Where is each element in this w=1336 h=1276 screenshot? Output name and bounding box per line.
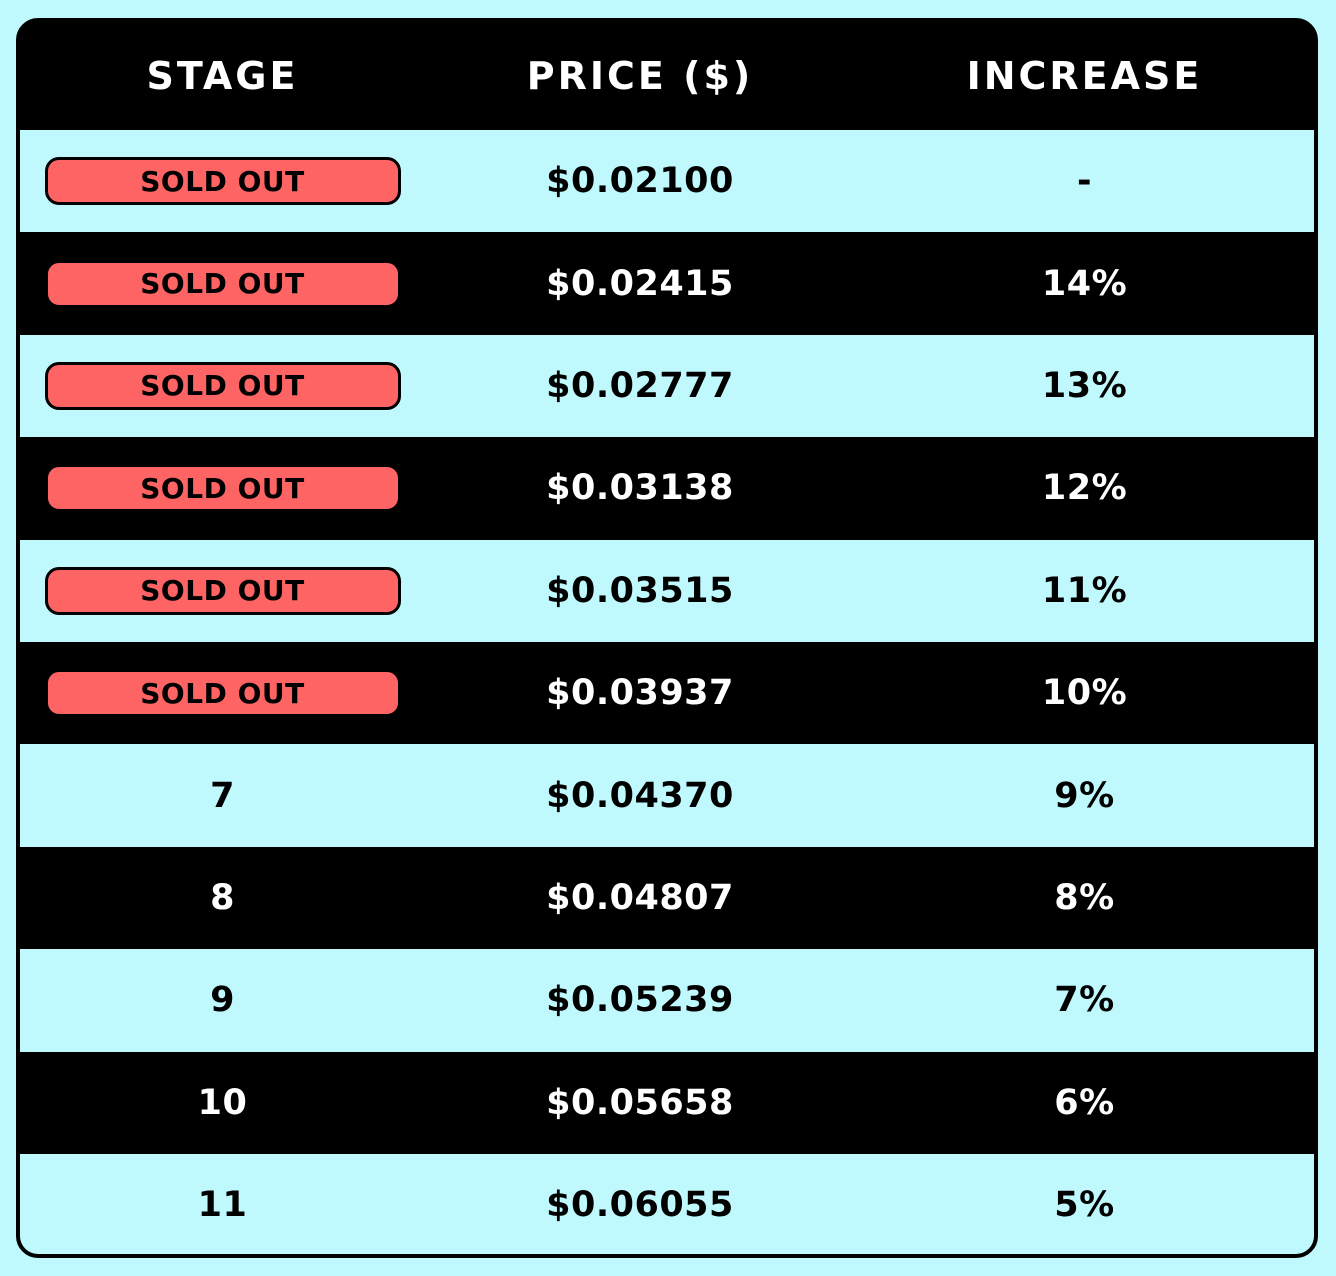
table-row: SOLD OUT $0.02777 13% (20, 334, 1314, 438)
stage-cell: 8 (210, 877, 235, 918)
increase-cell: 14% (1041, 263, 1128, 304)
sold-out-badge: SOLD OUT (44, 361, 401, 410)
stage-cell: SOLD OUT (20, 157, 425, 206)
price-cell: $0.05658 (546, 1082, 734, 1123)
table-row: 7 $0.04370 9% (20, 744, 1314, 847)
table-row: 10 $0.05658 6% (20, 1051, 1314, 1154)
price-cell: $0.02415 (546, 263, 734, 304)
header-stage: STAGE (146, 54, 299, 98)
table-row: SOLD OUT $0.03138 12% (20, 437, 1314, 540)
increase-cell: 6% (1054, 1082, 1115, 1123)
table-header: STAGE PRICE ($) INCREASE (20, 22, 1314, 130)
increase-cell: 11% (1041, 570, 1128, 611)
price-cell: $0.02777 (546, 365, 734, 406)
stage-cell: SOLD OUT (20, 464, 425, 513)
stage-cell: 11 (197, 1185, 248, 1226)
sold-out-badge: SOLD OUT (44, 157, 401, 206)
stage-cell: 9 (210, 980, 235, 1021)
header-increase: INCREASE (966, 54, 1203, 98)
increase-cell: 8% (1054, 877, 1115, 918)
increase-cell: 9% (1054, 775, 1115, 816)
price-cell: $0.05239 (546, 980, 734, 1021)
stage-cell: 7 (210, 775, 235, 816)
price-cell: $0.06055 (546, 1185, 734, 1226)
header-price: PRICE ($) (526, 54, 754, 98)
table-row: SOLD OUT $0.03937 10% (20, 641, 1314, 745)
sold-out-badge: SOLD OUT (44, 464, 401, 513)
stage-cell: SOLD OUT (20, 361, 425, 410)
price-cell: $0.03937 (546, 673, 734, 714)
table-row: 8 $0.04807 8% (20, 846, 1314, 950)
stage-cell: SOLD OUT (20, 566, 425, 615)
table-row: SOLD OUT $0.03515 11% (20, 539, 1314, 642)
table-row: 9 $0.05239 7% (20, 949, 1314, 1052)
sold-out-badge: SOLD OUT (44, 669, 401, 718)
stage-cell: 10 (197, 1082, 248, 1123)
increase-cell: 10% (1041, 673, 1128, 714)
sold-out-badge: SOLD OUT (44, 259, 401, 308)
increase-cell: - (1076, 161, 1093, 202)
price-cell: $0.02100 (546, 161, 734, 202)
price-cell: $0.04807 (546, 877, 734, 918)
increase-cell: 7% (1054, 980, 1115, 1021)
price-cell: $0.04370 (546, 775, 734, 816)
stage-cell: SOLD OUT (20, 669, 425, 718)
table-row: 11 $0.06055 5% (20, 1153, 1314, 1254)
increase-cell: 12% (1041, 468, 1128, 509)
table-row: SOLD OUT $0.02415 14% (20, 232, 1314, 335)
price-table: STAGE PRICE ($) INCREASE SOLD OUT $0.021… (16, 18, 1318, 1258)
price-cell: $0.03515 (546, 570, 734, 611)
table-row: SOLD OUT $0.02100 - (20, 130, 1314, 233)
sold-out-badge: SOLD OUT (44, 566, 401, 615)
increase-cell: 13% (1041, 365, 1128, 406)
increase-cell: 5% (1054, 1185, 1115, 1226)
price-cell: $0.03138 (546, 468, 734, 509)
stage-cell: SOLD OUT (20, 259, 425, 308)
